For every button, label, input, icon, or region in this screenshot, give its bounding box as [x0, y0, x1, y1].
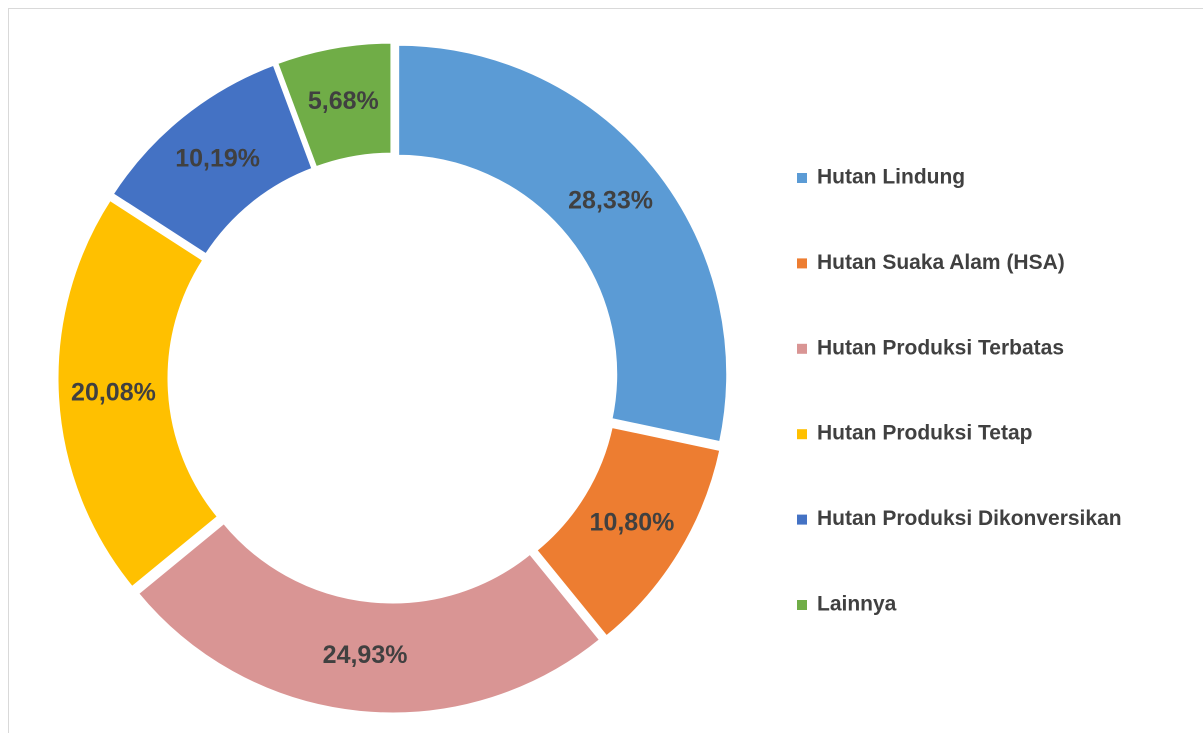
- legend-label: Hutan Suaka Alam (HSA): [817, 251, 1065, 274]
- data-label: 24,93%: [323, 641, 408, 669]
- legend-swatch: [797, 258, 807, 269]
- data-label: 5,68%: [308, 87, 379, 115]
- legend-swatch: [797, 343, 807, 354]
- legend-swatch: [797, 429, 807, 440]
- legend-label: Hutan Produksi Dikonversikan: [817, 507, 1122, 530]
- data-label: 10,19%: [175, 144, 260, 172]
- legend-swatch: [797, 173, 807, 183]
- data-label: 28,33%: [568, 186, 653, 214]
- donut-segment: [55, 197, 221, 590]
- legend-label: Hutan Lindung: [817, 166, 965, 189]
- data-label: 10,80%: [590, 509, 675, 537]
- donut-segment: [396, 42, 730, 445]
- donut-segment: [110, 62, 316, 258]
- legend-label: Lainnya: [817, 593, 897, 616]
- chart-border: [8, 8, 1203, 733]
- legend-label: Hutan Produksi Tetap: [817, 422, 1032, 445]
- data-label: 20,08%: [71, 379, 156, 407]
- donut-segment: [274, 40, 394, 170]
- donut-segment: [533, 424, 723, 640]
- legend-swatch: [797, 600, 807, 610]
- legend-label: Hutan Produksi Terbatas: [817, 336, 1064, 359]
- legend-swatch: [797, 514, 807, 525]
- donut-segment: [135, 520, 603, 716]
